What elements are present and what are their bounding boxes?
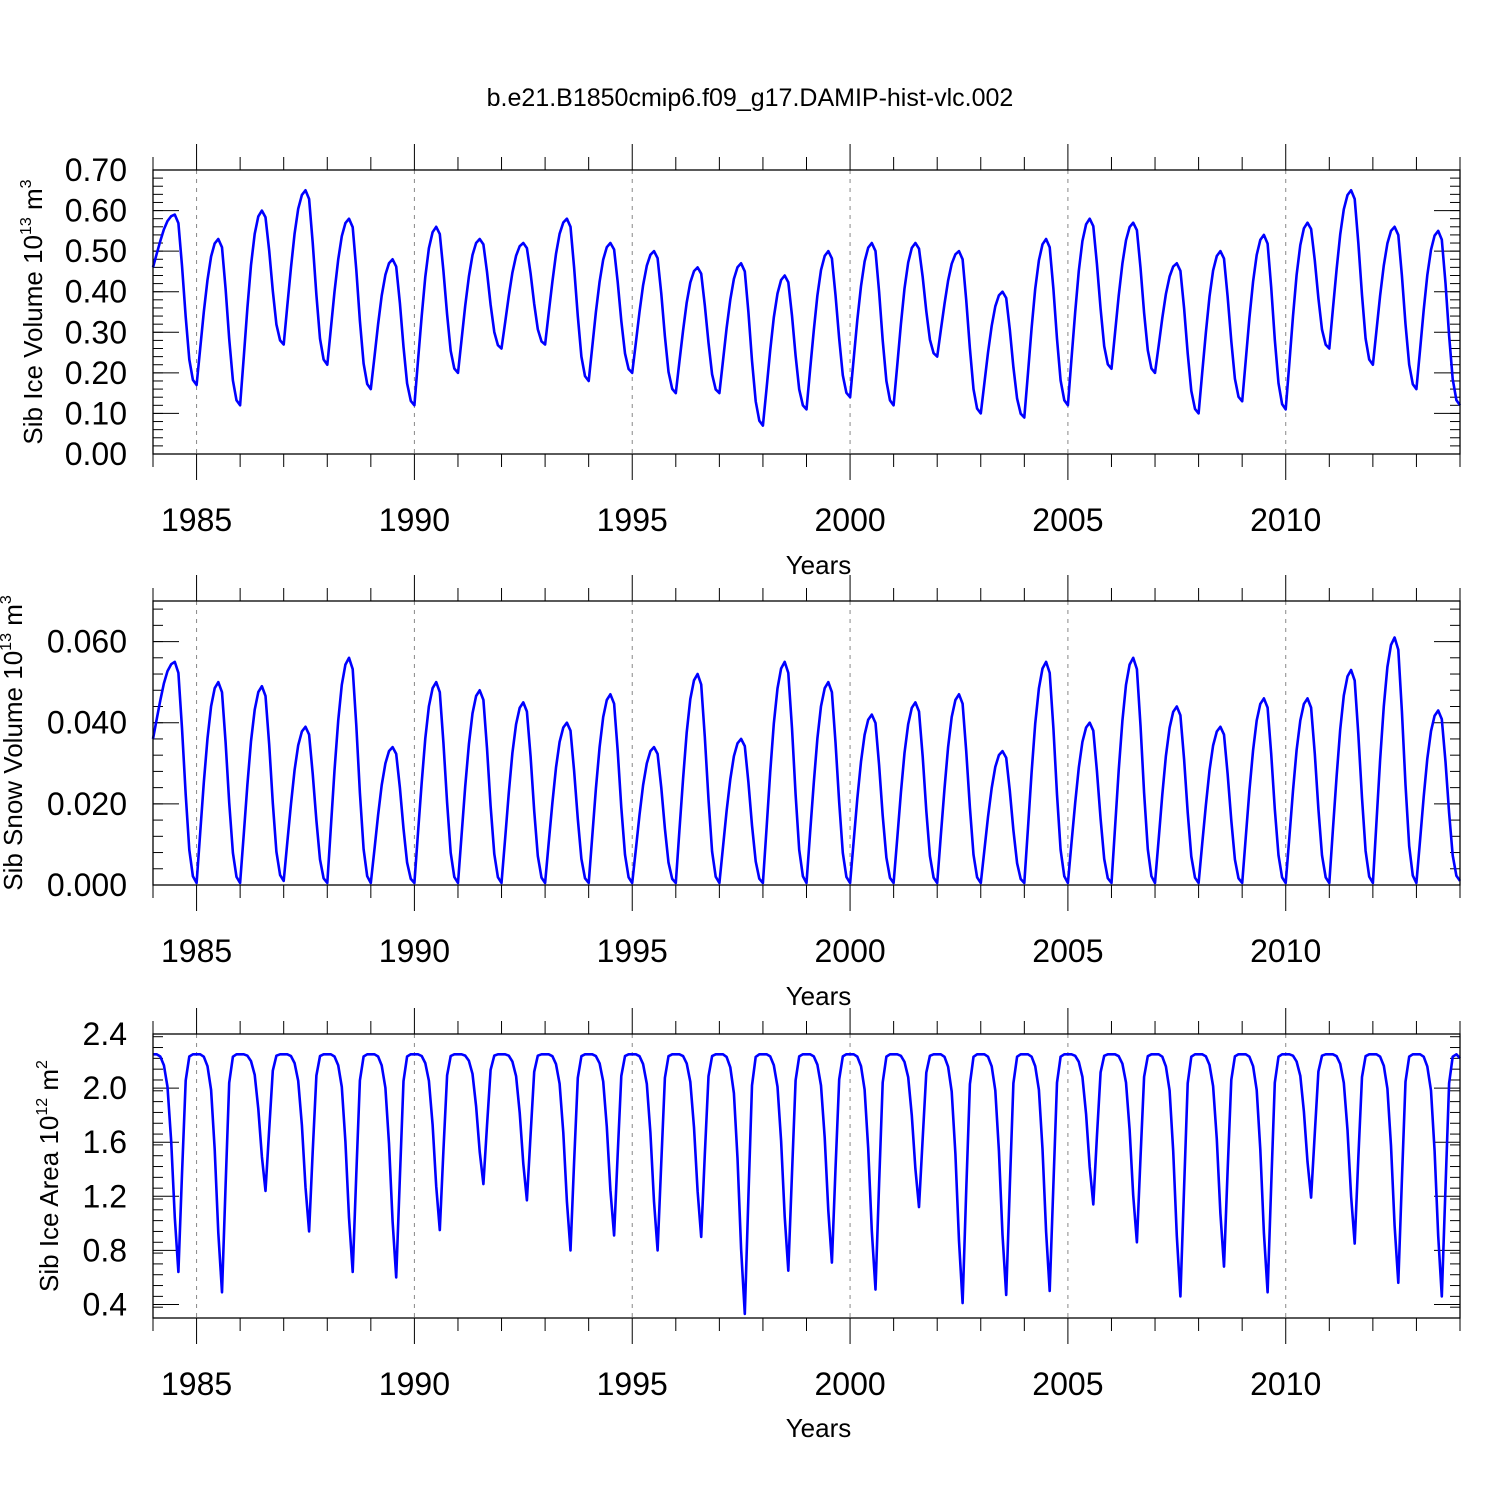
y-tick-label: 0.8 — [83, 1232, 127, 1268]
y-tick-label: 0.20 — [65, 355, 127, 391]
series-line-sib-snow-volume — [151, 636, 1462, 885]
y-label-unit-exp: 3 — [18, 179, 35, 188]
y-axis-label: Sib Ice Area 1012 m2 — [34, 1060, 64, 1292]
y-label-unit: m — [0, 604, 28, 633]
x-tick-label: 2010 — [1250, 933, 1321, 969]
x-tick-label: 2000 — [814, 933, 885, 969]
y-label-main: Sib Ice Volume 10 — [18, 235, 48, 445]
series-line-sib-ice-volume — [151, 189, 1462, 427]
x-axis-label: Years — [786, 981, 852, 1011]
y-axis-label: Sib Ice Volume 1013 m3 — [18, 179, 48, 444]
x-tick-label: 1985 — [161, 933, 232, 969]
y-label-unit: m — [34, 1069, 64, 1098]
y-tick-label: 2.0 — [83, 1070, 127, 1106]
x-axis-label: Years — [786, 1413, 852, 1443]
x-tick-label: 2000 — [814, 1366, 885, 1402]
plot-frame — [152, 169, 1461, 455]
y-tick-label: 1.2 — [83, 1178, 127, 1214]
y-tick-label: 0.4 — [83, 1286, 127, 1322]
figure-title: b.e21.B1850cmip6.f09_g17.DAMIP-hist-vlc.… — [487, 84, 1014, 112]
y-tick-label: 1.6 — [83, 1124, 127, 1160]
series-line-sib-ice-area — [153, 1053, 1461, 1316]
x-tick-label: 2000 — [814, 502, 885, 538]
y-label-unit-exp: 3 — [0, 595, 15, 604]
x-tick-label: 1990 — [379, 1366, 450, 1402]
y-label-exp: 12 — [34, 1098, 51, 1116]
y-label-unit-exp: 2 — [34, 1060, 51, 1069]
y-label-exp: 13 — [18, 217, 35, 235]
y-tick-label: 2.4 — [83, 1016, 127, 1052]
y-label-unit: m — [18, 188, 48, 217]
panel-3: 0.4 0.8 1.2 1.6 2.0 2.4 1985 1990 1995 2000 2005 20… — [34, 1008, 1461, 1443]
y-label-main: Sib Ice Area 10 — [34, 1116, 64, 1292]
x-tick-label: 1985 — [161, 1366, 232, 1402]
y-tick-label: 0.00 — [65, 436, 127, 472]
x-tick-label: 2005 — [1032, 933, 1103, 969]
y-label-main: Sib Snow Volume 10 — [0, 651, 28, 891]
panel-1: 0.00 0.10 0.20 0.30 0.40 0.50 0.60 0.70 1985 1990… — [18, 144, 1462, 580]
y-axis-label: Sib Snow Volume 1013 m3 — [0, 595, 28, 891]
y-tick-label: 0.70 — [65, 152, 127, 188]
x-tick-label: 2005 — [1032, 502, 1103, 538]
x-tick-label: 1995 — [597, 502, 668, 538]
x-tick-label: 2010 — [1250, 1366, 1321, 1402]
plot-frame — [152, 600, 1461, 886]
x-tick-label: 2010 — [1250, 502, 1321, 538]
y-tick-label: 0.040 — [47, 705, 127, 741]
x-tick-label: 1995 — [597, 1366, 668, 1402]
y-tick-label: 0.30 — [65, 314, 127, 350]
y-tick-label: 0.020 — [47, 786, 127, 822]
x-tick-label: 1990 — [379, 502, 450, 538]
y-tick-label: 0.50 — [65, 233, 127, 269]
x-tick-label: 2005 — [1032, 1366, 1103, 1402]
x-tick-label: 1990 — [379, 933, 450, 969]
panel-2: 0.000 0.020 0.040 0.060 1985 1990 1995 2000 2005… — [0, 575, 1462, 1011]
y-tick-label: 0.000 — [47, 867, 127, 903]
y-tick-label: 0.60 — [65, 193, 127, 229]
y-label-exp: 13 — [0, 633, 15, 651]
x-tick-label: 1985 — [161, 502, 232, 538]
x-axis-label: Years — [786, 550, 852, 580]
y-tick-label: 0.060 — [47, 624, 127, 660]
x-tick-label: 1995 — [597, 933, 668, 969]
y-tick-label: 0.10 — [65, 395, 127, 431]
plot-frame — [152, 1033, 1461, 1319]
y-tick-label: 0.40 — [65, 274, 127, 310]
